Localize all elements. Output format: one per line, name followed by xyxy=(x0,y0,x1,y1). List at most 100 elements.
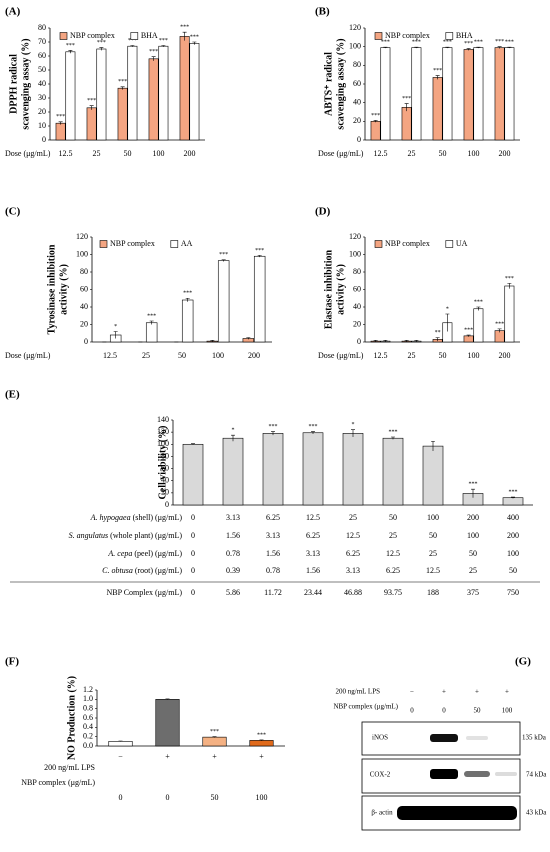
error-bar xyxy=(259,739,264,741)
table-cell: 400 xyxy=(507,513,519,522)
chart-panel: (F) 0.00.20.40.60.81.01.2 NO Production (%… xyxy=(5,656,285,802)
table-cell: 11.72 xyxy=(264,588,282,597)
x-tick-label: 50 xyxy=(439,149,447,158)
bar xyxy=(145,322,158,343)
y-tick-label: 100 xyxy=(157,439,169,448)
chart-panel: (A) 0 10 20 30 40 50 60 70 80 DPPH radical scavengi… xyxy=(5,6,205,158)
panel-label: (A) xyxy=(5,6,21,18)
y-axis-label: Tyrosinase inhibition xyxy=(46,244,57,334)
bar xyxy=(473,308,484,343)
error-bar xyxy=(210,339,215,342)
table-cell: 1.56 xyxy=(266,549,280,558)
error-bar xyxy=(149,320,154,325)
row-species: S. angulatus xyxy=(69,531,109,540)
bar xyxy=(473,47,484,141)
bar xyxy=(181,299,194,343)
error-bar xyxy=(445,313,450,332)
significance: *** xyxy=(412,40,421,46)
significance: *** xyxy=(257,732,266,738)
band xyxy=(464,771,490,777)
y-tick-label: 20 xyxy=(161,488,169,497)
significance: ** xyxy=(435,330,441,336)
x-tick-label: 200 xyxy=(499,351,511,360)
table-cell: + xyxy=(212,752,217,761)
error-bar xyxy=(466,48,471,51)
significance: * xyxy=(352,422,355,428)
significance: * xyxy=(232,428,235,434)
error-bar xyxy=(113,331,118,339)
y-tick-label: 0.0 xyxy=(83,741,93,750)
legend-label: BHA xyxy=(456,31,473,40)
bar xyxy=(411,47,422,141)
y-tick-label: 60 xyxy=(353,79,361,88)
y-tick-label: 20 xyxy=(38,107,46,116)
row-detail: (shell) (μg/mL) xyxy=(131,513,183,522)
y-tick-label: 0.6 xyxy=(83,713,93,722)
table-cell: 25 xyxy=(429,549,437,558)
significance: *** xyxy=(495,321,504,327)
condition-label: NBP complex (μg/mL) xyxy=(333,703,398,711)
significance: *** xyxy=(190,34,199,40)
significance: *** xyxy=(118,79,127,85)
legend-label: NBP complex xyxy=(385,239,430,248)
table-cell: − xyxy=(118,752,123,761)
y-tick-label: 120 xyxy=(349,232,361,241)
x-tick-label: 100 xyxy=(468,351,480,360)
significance: * xyxy=(114,324,117,330)
significance: *** xyxy=(389,429,398,435)
x-tick-label: 25 xyxy=(93,149,101,158)
x-axis-label: Dose (μg/mL) xyxy=(5,351,51,360)
y-axis-label: activity (%) xyxy=(58,264,69,315)
bar xyxy=(108,741,133,747)
bar xyxy=(86,107,97,141)
bar xyxy=(222,437,244,506)
y-tick-label: 100 xyxy=(76,249,88,258)
table-cell: 0 xyxy=(191,513,195,522)
row-detail: (whole plant) (μg/mL) xyxy=(108,531,182,540)
bar xyxy=(380,47,391,141)
significance: *** xyxy=(509,489,518,495)
y-tick-label: 30 xyxy=(38,93,46,102)
bar xyxy=(401,107,412,141)
error-bar xyxy=(351,429,355,437)
x-axis-label: Dose (μg/mL) xyxy=(318,351,364,360)
legend-label: NBP complex xyxy=(70,31,115,40)
y-axis-label: NO Production (%) xyxy=(66,676,77,760)
x-tick-label: 200 xyxy=(184,149,196,158)
significance: *** xyxy=(210,729,219,735)
legend-swatch xyxy=(130,32,139,40)
error-bar xyxy=(497,46,502,49)
y-tick-label: 80 xyxy=(161,451,169,460)
significance: *** xyxy=(87,98,96,104)
x-tick-label: 12.5 xyxy=(374,351,388,360)
y-tick-label: 20 xyxy=(80,319,88,328)
legend-swatch xyxy=(445,32,454,40)
y-tick-label: 0 xyxy=(165,500,169,509)
bar xyxy=(117,87,128,141)
error-bar xyxy=(373,339,378,342)
condition-label: 200 ng/mL LPS xyxy=(336,688,381,696)
significance: *** xyxy=(159,38,168,44)
significance: *** xyxy=(128,38,137,44)
table-cell: 100 xyxy=(256,793,268,802)
x-tick-label: 100 xyxy=(212,351,224,360)
error-bar xyxy=(165,698,170,700)
bar xyxy=(65,51,76,141)
band-name: β- actin xyxy=(371,809,393,817)
table-cell: 0 xyxy=(191,549,195,558)
panel-label: (B) xyxy=(315,6,330,18)
table-cell: 100 xyxy=(507,549,519,558)
error-bar xyxy=(185,297,190,302)
y-axis-label: DPPH radical xyxy=(8,54,19,114)
table-cell: 0.78 xyxy=(226,549,240,558)
bar xyxy=(55,122,66,141)
row-label: A. cepa (peel) (μg/mL) xyxy=(107,549,182,558)
table-cell: 100 xyxy=(427,513,439,522)
bar xyxy=(502,497,524,506)
error-bar xyxy=(391,436,395,440)
x-tick-label: 12.5 xyxy=(374,149,388,158)
table-cell: 100 xyxy=(467,531,479,540)
table-cell: 0 xyxy=(166,793,170,802)
significance: *** xyxy=(464,41,473,47)
